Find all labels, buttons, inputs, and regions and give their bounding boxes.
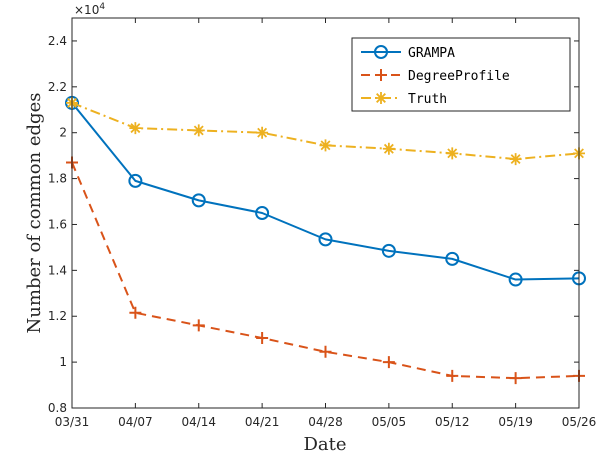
- y-tick-label-2: 1.2: [48, 309, 67, 323]
- y-tick-label-8: 2.4: [48, 34, 67, 48]
- legend-label-degreeprofile: DegreeProfile: [408, 69, 510, 84]
- x-tick-label-3: 04/21: [245, 415, 280, 429]
- y-tick-label-0: 0.8: [48, 401, 67, 415]
- data-point-truth-1: [129, 122, 142, 135]
- data-point-grampa-2: [191, 193, 206, 208]
- x-tick-label-2: 04/14: [181, 415, 216, 429]
- x-tick-label-0: 03/31: [55, 415, 90, 429]
- chart-marks: 0.8 1 1.2 1.4 1.6 1.8 2 2.2 2.4 03/31 04/07 04/14 04…: [48, 18, 596, 429]
- legend: GRAMPA DegreeProfile Truth: [351, 37, 571, 112]
- y-tick-label-3: 1.4: [48, 263, 67, 277]
- data-point-truth-3: [256, 126, 269, 139]
- y-tick-label-1: 1: [59, 355, 67, 369]
- y-axis-multiplier: ×104: [74, 2, 105, 17]
- data-point-grampa-1: [128, 173, 143, 188]
- data-point-truth-4: [319, 139, 332, 152]
- y-axis-label: Number of common edges: [24, 93, 45, 334]
- y-multiplier-exponent: 4: [99, 2, 105, 12]
- series-line-degreeprofile: [71, 162, 580, 380]
- legend-marker-degreeprofile: [375, 69, 387, 81]
- data-point-degreeprofile-5: [382, 356, 395, 369]
- series-line-grampa: [71, 102, 580, 281]
- y-tick-label-4: 1.6: [48, 217, 67, 231]
- data-point-grampa-7: [508, 272, 523, 287]
- data-point-grampa-4: [318, 232, 333, 247]
- data-point-grampa-6: [445, 251, 460, 266]
- data-point-truth-2: [192, 124, 205, 137]
- x-tick-label-4: 04/28: [308, 415, 343, 429]
- plot-frame: [71, 17, 580, 409]
- data-point-truth-7: [509, 153, 522, 166]
- series-line-truth: [71, 101, 580, 161]
- legend-marker-grampa: [374, 45, 388, 59]
- y-tick-label-7: 2.2: [48, 80, 67, 94]
- y-multiplier-base: ×10: [74, 3, 99, 17]
- data-point-grampa-3: [255, 206, 270, 220]
- data-point-degreeprofile-7: [509, 372, 522, 385]
- data-point-truth-6: [446, 147, 459, 160]
- data-point-degreeprofile-4: [319, 345, 332, 358]
- x-axis-label: Date: [303, 434, 346, 455]
- data-point-degreeprofile-6: [446, 369, 459, 382]
- legend-label-grampa: GRAMPA: [408, 46, 455, 61]
- x-tick-label-8: 05/26: [562, 415, 597, 429]
- legend-label-truth: Truth: [408, 92, 447, 107]
- data-point-grampa-5: [381, 243, 396, 258]
- x-tick-label-5: 05/05: [372, 415, 407, 429]
- data-point-truth-5: [382, 142, 395, 155]
- data-point-degreeprofile-2: [192, 319, 205, 332]
- data-point-degreeprofile-1: [129, 306, 142, 319]
- y-tick-label-6: 2: [59, 126, 67, 140]
- x-tick-label-7: 05/19: [498, 415, 533, 429]
- data-point-degreeprofile-3: [256, 332, 269, 345]
- x-tick-label-6: 05/12: [435, 415, 470, 429]
- y-tick-label-5: 1.8: [48, 172, 67, 186]
- legend-marker-truth: [375, 92, 387, 104]
- x-tick-label-1: 04/07: [118, 415, 153, 429]
